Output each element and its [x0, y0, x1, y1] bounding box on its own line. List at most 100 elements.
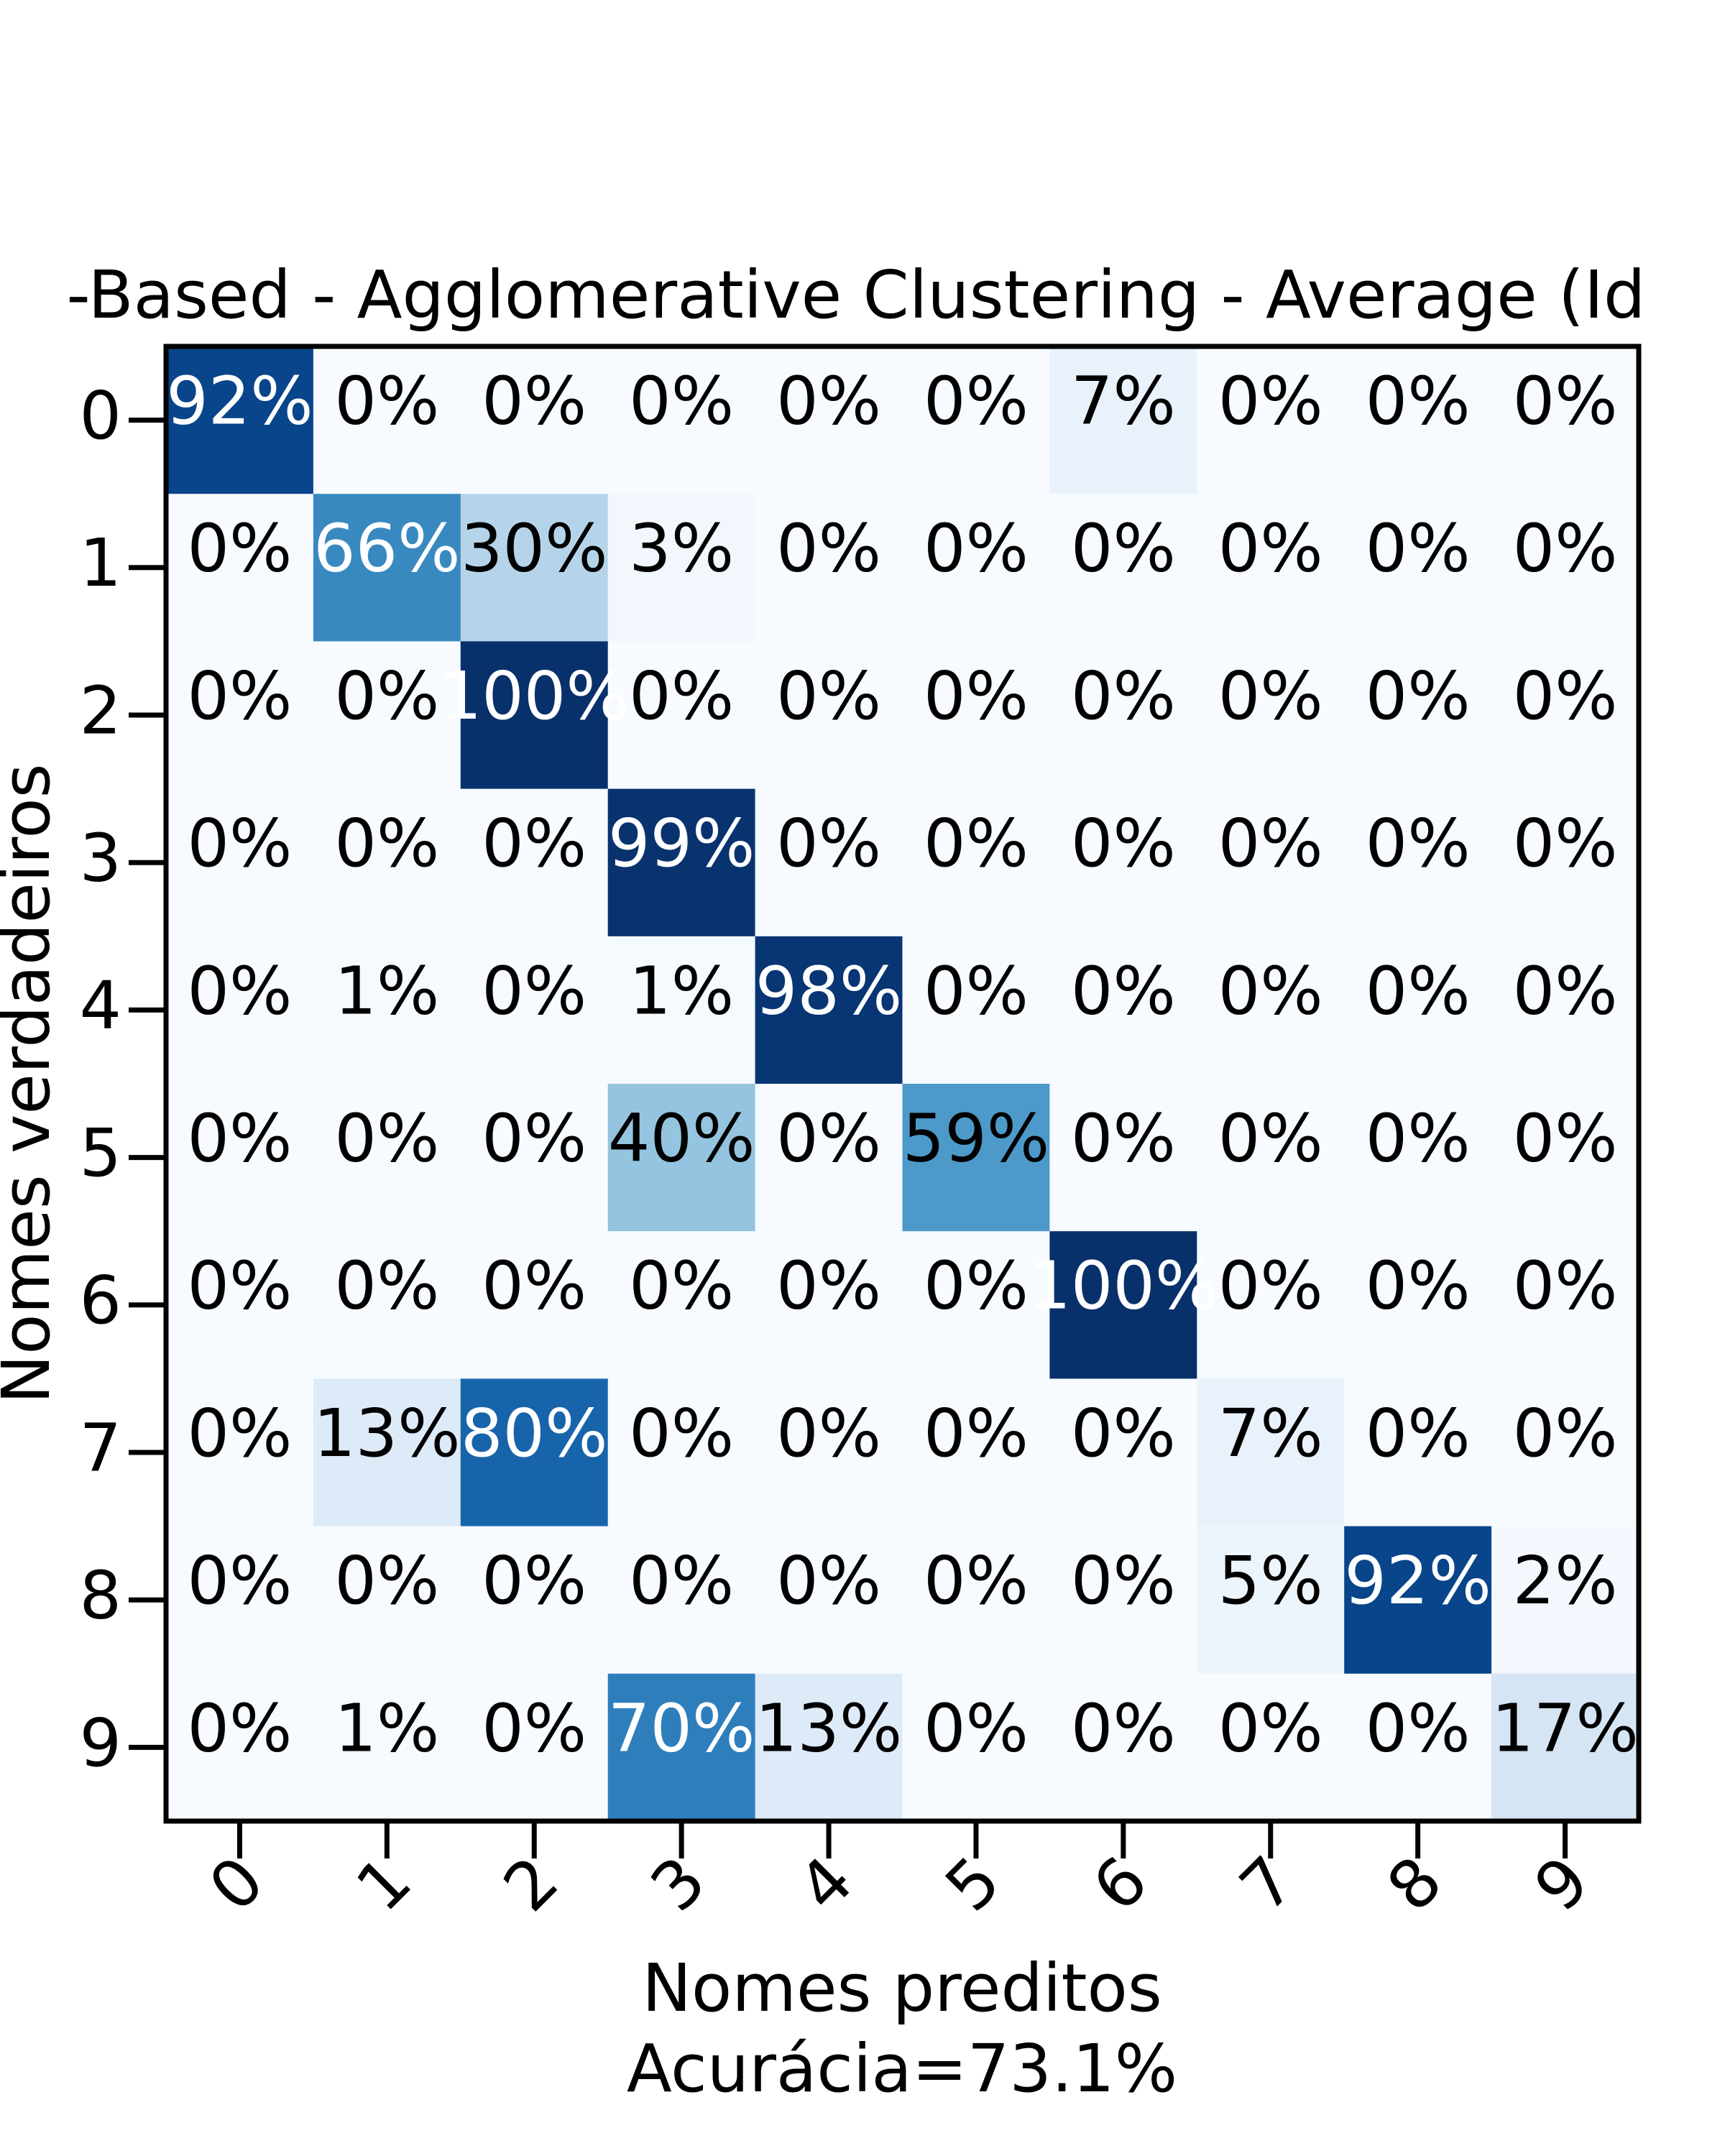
- heatmap-cell: [1197, 936, 1345, 1084]
- x-axis-label: Nomes preditos: [642, 1950, 1162, 2027]
- heatmap-cell: [902, 346, 1050, 494]
- cell-value-label: 0%: [1071, 1690, 1176, 1766]
- heatmap-cell: [1344, 1231, 1492, 1379]
- heatmap-cell: [1491, 1231, 1639, 1379]
- heatmap-cell: [1344, 1084, 1492, 1232]
- cell-value-label: 0%: [1218, 805, 1323, 882]
- cell-value-label: 0%: [776, 1248, 881, 1325]
- heatmap-cell: [607, 1084, 756, 1232]
- cell-value-label: 0%: [924, 1395, 1029, 1472]
- cell-value-label: 59%: [903, 1100, 1049, 1176]
- heatmap-cell: [1344, 1673, 1492, 1822]
- heatmap-cell: [1049, 788, 1197, 937]
- heatmap-cell: [460, 1231, 609, 1379]
- heatmap-cell: [1491, 1084, 1639, 1232]
- heatmap-cell: [902, 641, 1050, 790]
- heatmap-cell: [460, 1084, 609, 1232]
- cell-value-label: 0%: [1071, 1100, 1176, 1176]
- cell-value-label: 0%: [482, 1100, 586, 1176]
- heatmap-cell: [313, 1084, 461, 1232]
- cell-value-label: 0%: [334, 362, 439, 439]
- cell-value-label: 0%: [187, 658, 292, 734]
- heatmap-cell: [1344, 494, 1492, 642]
- cell-value-label: 0%: [1513, 658, 1618, 734]
- plot-frame: [163, 344, 1642, 1824]
- heatmap-cell: [1491, 1526, 1639, 1674]
- y-tick-label: 9: [79, 1705, 121, 1782]
- heatmap-cell: [460, 788, 609, 937]
- heatmap-cell: [166, 1084, 314, 1232]
- cell-value-label: 0%: [1218, 362, 1323, 439]
- heatmap-cell: [902, 1231, 1050, 1379]
- heatmap-cell: [460, 1378, 609, 1527]
- cell-value-label: 0%: [187, 1100, 292, 1176]
- heatmap-cell: [313, 641, 461, 790]
- heatmap-cell: [1197, 494, 1345, 642]
- heatmap-cell: [313, 1378, 461, 1527]
- heatmap-cell: [1491, 788, 1639, 937]
- cell-value-label: 0%: [776, 1100, 881, 1176]
- cell-value-label: 0%: [334, 1542, 439, 1619]
- heatmap-cell: [460, 936, 609, 1084]
- x-tick-label: 7: [1225, 1842, 1310, 1926]
- heatmap-cell: [1049, 641, 1197, 790]
- cell-value-label: 0%: [1366, 510, 1471, 587]
- cell-value-label: 0%: [924, 362, 1029, 439]
- cell-value-label: 0%: [1513, 805, 1618, 882]
- cell-value-label: 0%: [1071, 1542, 1176, 1619]
- cell-value-label: 0%: [334, 1100, 439, 1176]
- heatmap-cell: [607, 788, 756, 937]
- heatmap-cell: [166, 1378, 314, 1527]
- cell-value-label: 0%: [1366, 805, 1471, 882]
- heatmap-cell: [1049, 346, 1197, 494]
- heatmap-cell: [313, 936, 461, 1084]
- heatmap-cell: [902, 1378, 1050, 1527]
- cell-value-label: 0%: [1513, 952, 1618, 1029]
- cell-value-label: 0%: [776, 362, 881, 439]
- heatmap-cell: [607, 936, 756, 1084]
- x-tick-label: 9: [1520, 1842, 1604, 1926]
- cell-value-label: 0%: [1513, 1100, 1618, 1176]
- cell-value-label: 0%: [482, 1248, 586, 1325]
- cell-value-label: 1%: [629, 952, 734, 1029]
- cell-value-label: 0%: [629, 362, 734, 439]
- heatmap-cells: [166, 346, 1639, 1822]
- cell-value-label: 80%: [461, 1395, 607, 1472]
- heatmap-cell: [902, 1673, 1050, 1822]
- heatmap-cell: [1197, 1526, 1345, 1674]
- cell-value-label: 0%: [924, 1690, 1029, 1766]
- heatmap-cell: [755, 494, 903, 642]
- heatmap-cell: [1197, 1378, 1345, 1527]
- heatmap-cell: [607, 1378, 756, 1527]
- heatmap-cell: [1491, 346, 1639, 494]
- y-tick-label: 8: [79, 1557, 121, 1634]
- cell-value-label: 0%: [629, 658, 734, 734]
- cell-value-label: 0%: [1366, 362, 1471, 439]
- cell-value-label: 0%: [1366, 658, 1471, 734]
- cell-value-label: 0%: [187, 510, 292, 587]
- cell-value-label: 0%: [1218, 952, 1323, 1029]
- cell-value-label: 0%: [1366, 1100, 1471, 1176]
- heatmap-cell: [1049, 494, 1197, 642]
- heatmap-cell: [313, 1673, 461, 1822]
- cell-value-label: 0%: [1366, 952, 1471, 1029]
- heatmap-cell: [1344, 1378, 1492, 1527]
- heatmap-cell: [1049, 1526, 1197, 1674]
- heatmap-cell: [1049, 1378, 1197, 1527]
- cell-value-label: 0%: [1071, 952, 1176, 1029]
- heatmap-cell: [755, 936, 903, 1084]
- heatmap-cell: [607, 1673, 756, 1822]
- heatmap-cell: [1491, 494, 1639, 642]
- heatmap-cell: [1049, 1231, 1197, 1379]
- cell-value-label: 13%: [313, 1395, 460, 1472]
- cell-value-label: 0%: [924, 1248, 1029, 1325]
- cell-value-label: 66%: [313, 510, 460, 587]
- y-tick-label: 0: [79, 377, 121, 454]
- cell-value-label: 0%: [334, 805, 439, 882]
- x-tick-label: 0: [195, 1842, 279, 1926]
- heatmap-cell: [755, 788, 903, 937]
- cell-value-label: 0%: [482, 1542, 586, 1619]
- cell-value-label: 0%: [482, 805, 586, 882]
- heatmap-cell: [755, 641, 903, 790]
